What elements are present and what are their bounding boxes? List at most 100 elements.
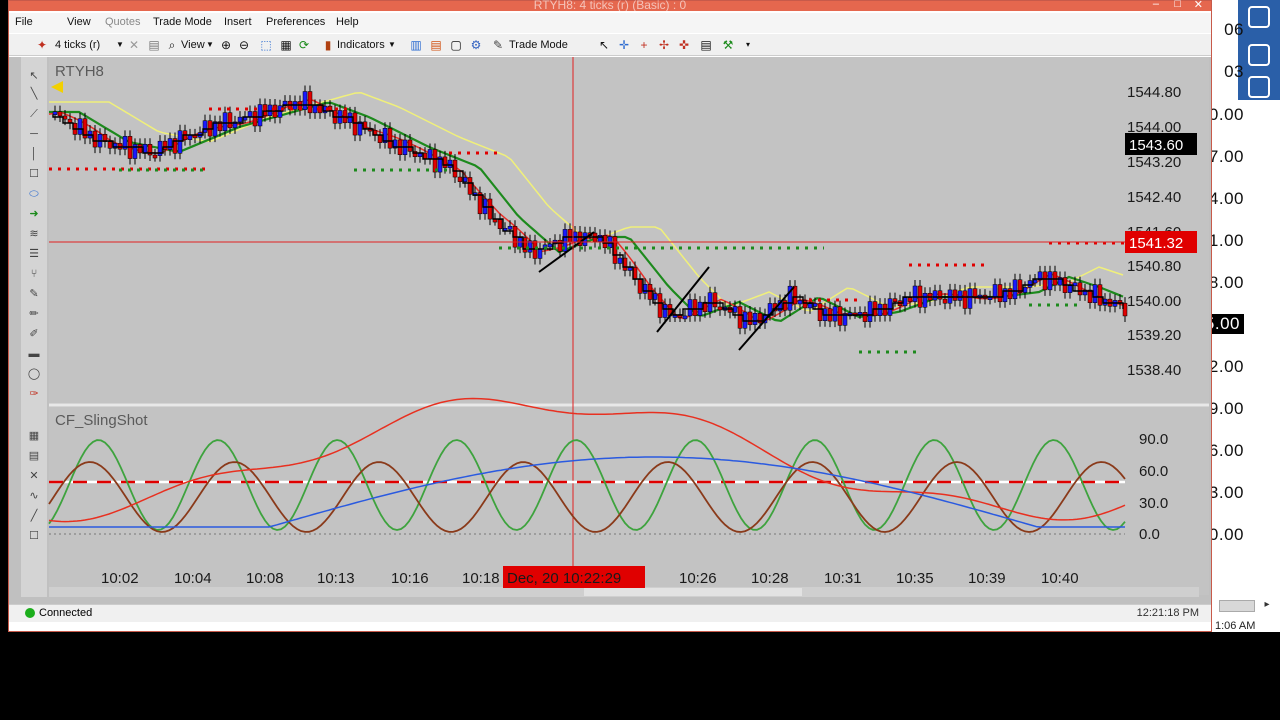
hline-tool-icon[interactable]: ─ — [30, 128, 38, 140]
ind-tool-2-icon[interactable]: ▤ — [28, 450, 40, 462]
window-icon[interactable] — [1248, 44, 1270, 66]
ind-tool-icon[interactable]: ▦ — [28, 430, 40, 442]
text-tool-icon[interactable]: ☐ — [29, 168, 39, 180]
candle — [122, 136, 128, 150]
camera-icon[interactable] — [1248, 6, 1270, 28]
candle — [57, 111, 63, 117]
last-price-box — [1125, 133, 1197, 155]
ind-box-icon[interactable]: ☐ — [29, 530, 39, 542]
candle — [252, 111, 258, 127]
line-tool-icon[interactable]: ╲ — [30, 88, 38, 100]
ellipse-tool-icon[interactable]: ⬭ — [29, 188, 39, 200]
panel-icon[interactable] — [1248, 76, 1270, 98]
clear-icon[interactable]: ✕ — [128, 38, 140, 52]
scroll-right-icon[interactable]: ▸ — [1264, 599, 1270, 610]
highlighter-tool-icon[interactable]: ✑ — [29, 388, 39, 400]
crosshair-global-icon[interactable]: + — [640, 38, 648, 52]
pin-icon[interactable]: ✦ — [36, 38, 48, 52]
chevron-down-icon[interactable]: ▼ — [116, 40, 124, 49]
minimize-icon[interactable]: – — [1152, 0, 1159, 10]
candle — [877, 303, 883, 316]
menu-trade-mode[interactable]: Trade Mode — [153, 16, 212, 28]
candle — [1007, 288, 1013, 300]
more-icon[interactable]: ▾ — [745, 40, 750, 49]
menu-help[interactable]: Help — [336, 16, 359, 28]
brush-tool-icon[interactable]: ✐ — [29, 328, 39, 340]
view-button[interactable]: View — [181, 39, 205, 51]
drawing-icon[interactable]: ▤ — [430, 38, 442, 52]
candle — [1087, 289, 1093, 303]
candle — [752, 313, 758, 325]
price-axis-label: 1540.80 — [1127, 258, 1181, 275]
template-icon[interactable]: ▢ — [450, 38, 462, 52]
crosshair-icon[interactable]: ✛ — [618, 38, 630, 52]
cursor-icon[interactable]: ↖ — [598, 38, 610, 52]
bar-chart-icon[interactable]: ▥ — [410, 38, 422, 52]
candle — [707, 292, 713, 313]
pointer-icon[interactable]: ↖ — [29, 70, 39, 82]
channel-tool-icon[interactable]: ≋ — [29, 228, 39, 240]
menu-quotes[interactable]: Quotes — [105, 16, 141, 28]
maximize-icon[interactable]: □ — [1174, 0, 1181, 10]
pencil-tool-icon[interactable]: ✏ — [29, 308, 39, 320]
menu-view[interactable]: View — [67, 16, 91, 28]
crosshair-time-label: Dec, 20 10:22:29 — [507, 570, 621, 587]
strategy-icon[interactable]: ⚙ — [470, 38, 482, 52]
candle — [117, 143, 123, 150]
close-icon[interactable]: ✕ — [1193, 0, 1203, 11]
crosshair-snap-icon[interactable]: ✢ — [658, 38, 670, 52]
time-axis-label: 10:16 — [391, 570, 429, 587]
oscillator-green — [48, 439, 1126, 531]
bg-scrollbar[interactable] — [1219, 600, 1255, 612]
chevron-down-icon[interactable]: ▼ — [388, 40, 396, 49]
chevron-down-icon[interactable]: ▼ — [206, 40, 214, 49]
time-axis-label: 10:08 — [246, 570, 284, 587]
interval-select[interactable]: 4 ticks (r) — [55, 39, 101, 51]
candle — [682, 315, 688, 320]
zoom-in-icon[interactable]: ⊕ — [220, 38, 232, 52]
indicators-button[interactable]: Indicators — [337, 39, 385, 51]
trade-mode-button[interactable]: Trade Mode — [509, 39, 568, 51]
oscillator-red — [48, 397, 1126, 523]
menu-insert[interactable]: Insert — [224, 16, 252, 28]
candle — [802, 300, 808, 309]
trade-mode-icon[interactable]: ✎ — [492, 38, 504, 52]
pitchfork-tool-icon[interactable]: ⑂ — [30, 268, 38, 280]
candle — [692, 299, 698, 316]
last-price-label: 1543.60 — [1129, 137, 1183, 154]
ind-line-icon[interactable]: ╱ — [30, 510, 38, 522]
price-panel — [49, 57, 1209, 403]
select-icon[interactable]: ⬚ — [260, 38, 272, 52]
properties-icon[interactable]: ▦ — [280, 38, 292, 52]
copy-icon[interactable]: ▤ — [148, 38, 160, 52]
arrow-tool-icon[interactable]: ➜ — [29, 208, 39, 220]
search-icon[interactable]: ⌕ — [168, 38, 176, 52]
indicators-icon[interactable]: ▮ — [324, 38, 332, 52]
tools-icon[interactable]: ⚒ — [722, 38, 734, 52]
price-axis-label: 1539.20 — [1127, 327, 1181, 344]
ray-tool-icon[interactable]: ⟋ — [30, 108, 38, 120]
candle — [352, 112, 358, 136]
candle — [577, 231, 583, 246]
rectangle-tool-icon[interactable]: ▬ — [28, 348, 40, 360]
menu-preferences[interactable]: Preferences — [266, 16, 326, 28]
connection-status-icon — [25, 608, 35, 618]
price-axis-label: 1542.40 — [1127, 189, 1181, 206]
refresh-icon[interactable]: ⟳ — [298, 38, 310, 52]
vline-tool-icon[interactable]: │ — [30, 148, 38, 160]
trend-line — [656, 266, 710, 333]
gann-tool-icon[interactable]: ✎ — [29, 288, 39, 300]
menu-file[interactable]: File — [15, 16, 33, 28]
fib-tool-icon[interactable]: ☰ — [29, 248, 39, 260]
candle — [247, 111, 253, 118]
chart-area[interactable]: RTYH8 CF_SlingShot 1544.80 1544.00 1543.20 15… — [9, 57, 1211, 605]
connection-status: Connected — [39, 607, 93, 619]
layout-icon[interactable]: ▤ — [700, 38, 712, 52]
candle — [1012, 279, 1018, 300]
ind-cross-icon[interactable]: ✕ — [29, 470, 39, 482]
chart-canvas[interactable]: RTYH8CF_SlingShot1544.801544.001543.2015… — [9, 57, 1211, 605]
ind-wave-icon[interactable]: ∿ — [29, 490, 39, 502]
zoom-out-icon[interactable]: ⊖ — [238, 38, 250, 52]
circle-tool-icon[interactable]: ◯ — [27, 368, 41, 380]
crosshair-lock-icon[interactable]: ✜ — [678, 38, 690, 52]
